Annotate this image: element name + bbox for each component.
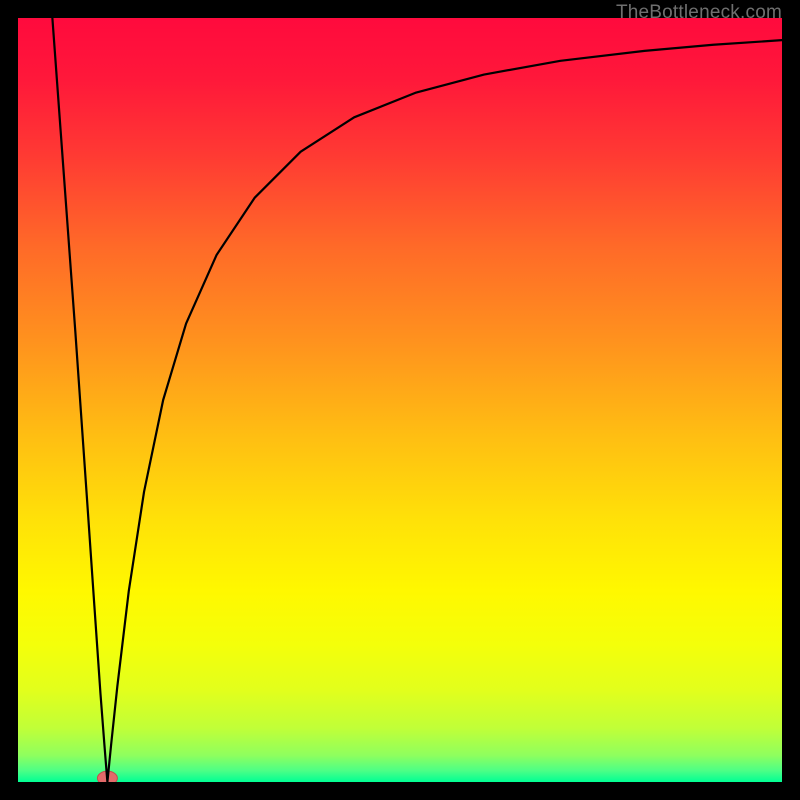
watermark-text: TheBottleneck.com: [616, 2, 782, 24]
bottleneck-chart: TheBottleneck.com: [0, 0, 800, 800]
gradient-background: [18, 18, 782, 782]
